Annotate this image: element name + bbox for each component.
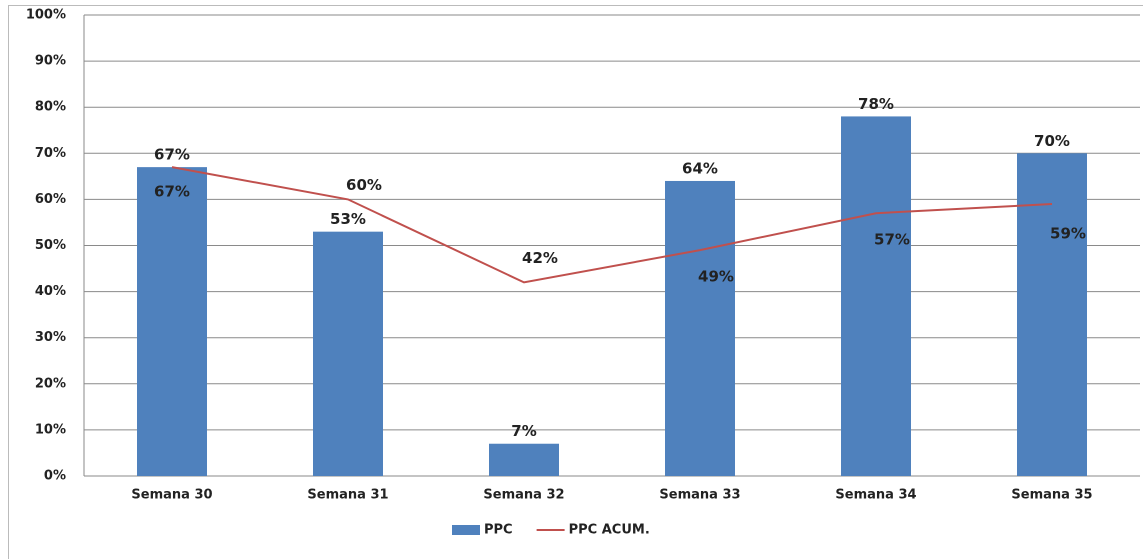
y-tick-label: 60%: [35, 192, 66, 207]
data-label: 49%: [698, 268, 734, 286]
bar: [665, 180, 735, 476]
y-tick-label: 100%: [26, 8, 66, 23]
legend-swatch: [452, 525, 480, 535]
bar: [137, 167, 207, 476]
data-label: 53%: [330, 210, 366, 228]
y-tick-label: 40%: [35, 284, 66, 299]
bar: [1017, 153, 1087, 477]
y-tick-label: 10%: [35, 422, 66, 437]
legend-label: PPC ACUM.: [569, 523, 650, 538]
y-tick-label: 30%: [35, 330, 66, 345]
line: [171, 166, 1053, 284]
data-label: 7%: [511, 422, 536, 440]
x-tick-label: Semana 34: [835, 488, 916, 503]
bar: [313, 231, 383, 476]
y-tick-label: 90%: [35, 54, 66, 69]
x-tick-label: Semana 35: [1011, 488, 1092, 503]
x-tick-label: Semana 33: [659, 488, 740, 503]
data-label: 67%: [154, 146, 190, 164]
y-tick-label: 20%: [35, 376, 66, 391]
bar: [841, 116, 911, 477]
data-label: 42%: [522, 249, 558, 267]
bar: [489, 443, 559, 476]
chart-frame: [8, 5, 1143, 559]
x-tick-label: Semana 31: [307, 488, 388, 503]
data-label: 57%: [874, 231, 910, 249]
y-tick-label: 80%: [35, 100, 66, 115]
data-label: 60%: [346, 176, 382, 194]
data-label: 78%: [858, 95, 894, 113]
legend-label: PPC: [484, 523, 513, 538]
y-tick-label: 70%: [35, 146, 66, 161]
data-label: 59%: [1050, 225, 1086, 243]
y-tick-label: 50%: [35, 238, 66, 253]
data-label: 67%: [154, 183, 190, 201]
data-label: 70%: [1034, 132, 1070, 150]
x-tick-label: Semana 30: [131, 488, 212, 503]
y-tick-label: 0%: [44, 469, 66, 484]
x-tick-label: Semana 32: [483, 488, 564, 503]
data-label: 64%: [682, 159, 718, 177]
